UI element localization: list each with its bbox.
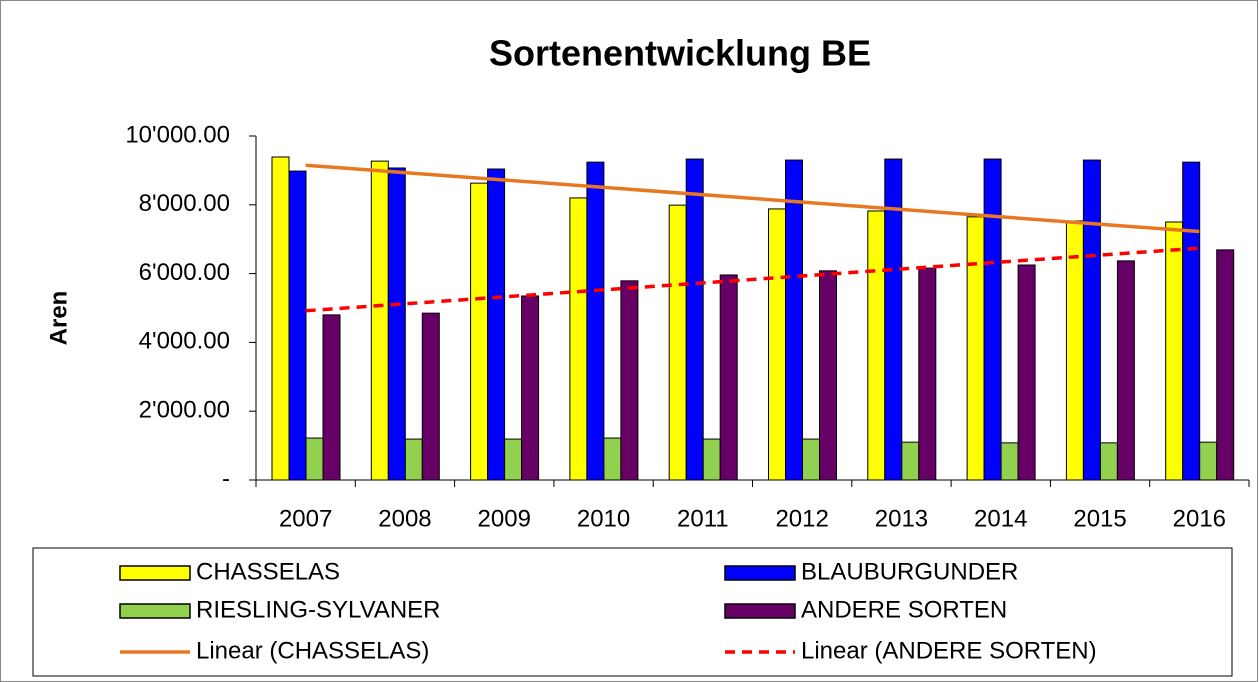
bar [603, 437, 622, 481]
bar [586, 161, 605, 481]
legend-label: CHASSELAS [196, 558, 340, 585]
bar [421, 312, 440, 481]
y-tick-label: 6'000.00 [139, 259, 230, 286]
x-tick-label: 2008 [378, 505, 431, 532]
bar [1182, 161, 1201, 481]
bar [470, 182, 489, 481]
x-tick-label: 2012 [775, 505, 828, 532]
trendline [305, 163, 1200, 234]
bar [685, 158, 704, 481]
y-tick-label: - [222, 465, 230, 492]
bar [521, 295, 540, 481]
x-tick-label: 2007 [279, 505, 332, 532]
x-tick-label: 2009 [478, 505, 531, 532]
x-tick-label: 2013 [875, 505, 928, 532]
bar [668, 204, 687, 481]
bar [569, 197, 588, 481]
bar [983, 158, 1002, 481]
legend-label: Linear (ANDERE SORTEN) [801, 637, 1097, 664]
x-tick-label: 2015 [1073, 505, 1126, 532]
y-axis-label: Aren [45, 291, 72, 346]
y-tick-label: 10'000.00 [125, 121, 230, 148]
bar [1017, 264, 1036, 481]
chart-title: Sortenentwicklung BE [489, 33, 871, 74]
bar [1082, 159, 1101, 481]
bar [1165, 221, 1184, 481]
bar [768, 208, 786, 481]
legend-swatch [724, 565, 796, 581]
bar [305, 437, 324, 481]
bar [867, 210, 886, 481]
bar [819, 270, 837, 481]
bar [288, 170, 307, 481]
legend-swatch [119, 565, 191, 581]
bar [1216, 249, 1235, 481]
bar [719, 274, 738, 481]
legend-box [32, 547, 1233, 677]
bar [387, 167, 406, 481]
bar [1000, 442, 1019, 481]
bar [322, 314, 341, 481]
bar [1116, 260, 1135, 481]
bar [785, 159, 803, 481]
y-tick-label: 2'000.00 [139, 397, 230, 424]
x-tick-label: 2014 [974, 505, 1027, 532]
bar [271, 156, 290, 481]
bar [504, 438, 523, 481]
legend-label: Linear (CHASSELAS) [196, 637, 429, 664]
x-tick-label: 2011 [677, 505, 729, 532]
legend-swatch [119, 603, 191, 619]
legend-label: ANDERE SORTEN [801, 596, 1007, 623]
bar [487, 168, 506, 481]
trendline [305, 246, 1200, 313]
x-tick-label: 2010 [577, 505, 630, 532]
y-tick-label: 8'000.00 [139, 190, 230, 217]
bar [918, 267, 937, 481]
bar [884, 158, 903, 481]
bar [702, 438, 721, 481]
bar [966, 216, 985, 481]
bar [802, 438, 820, 481]
bar [901, 441, 920, 481]
legend-swatch [724, 603, 796, 619]
bar [404, 438, 423, 481]
x-tick-label: 2016 [1173, 505, 1226, 532]
legend-label: RIESLING-SYLVANER [196, 596, 441, 623]
bar [620, 280, 639, 481]
bar [1199, 441, 1218, 481]
bar [370, 160, 389, 481]
bar [1065, 220, 1084, 481]
legend-label: BLAUBURGUNDER [801, 558, 1018, 585]
y-tick-label: 4'000.00 [139, 328, 230, 355]
bar [1099, 442, 1118, 481]
